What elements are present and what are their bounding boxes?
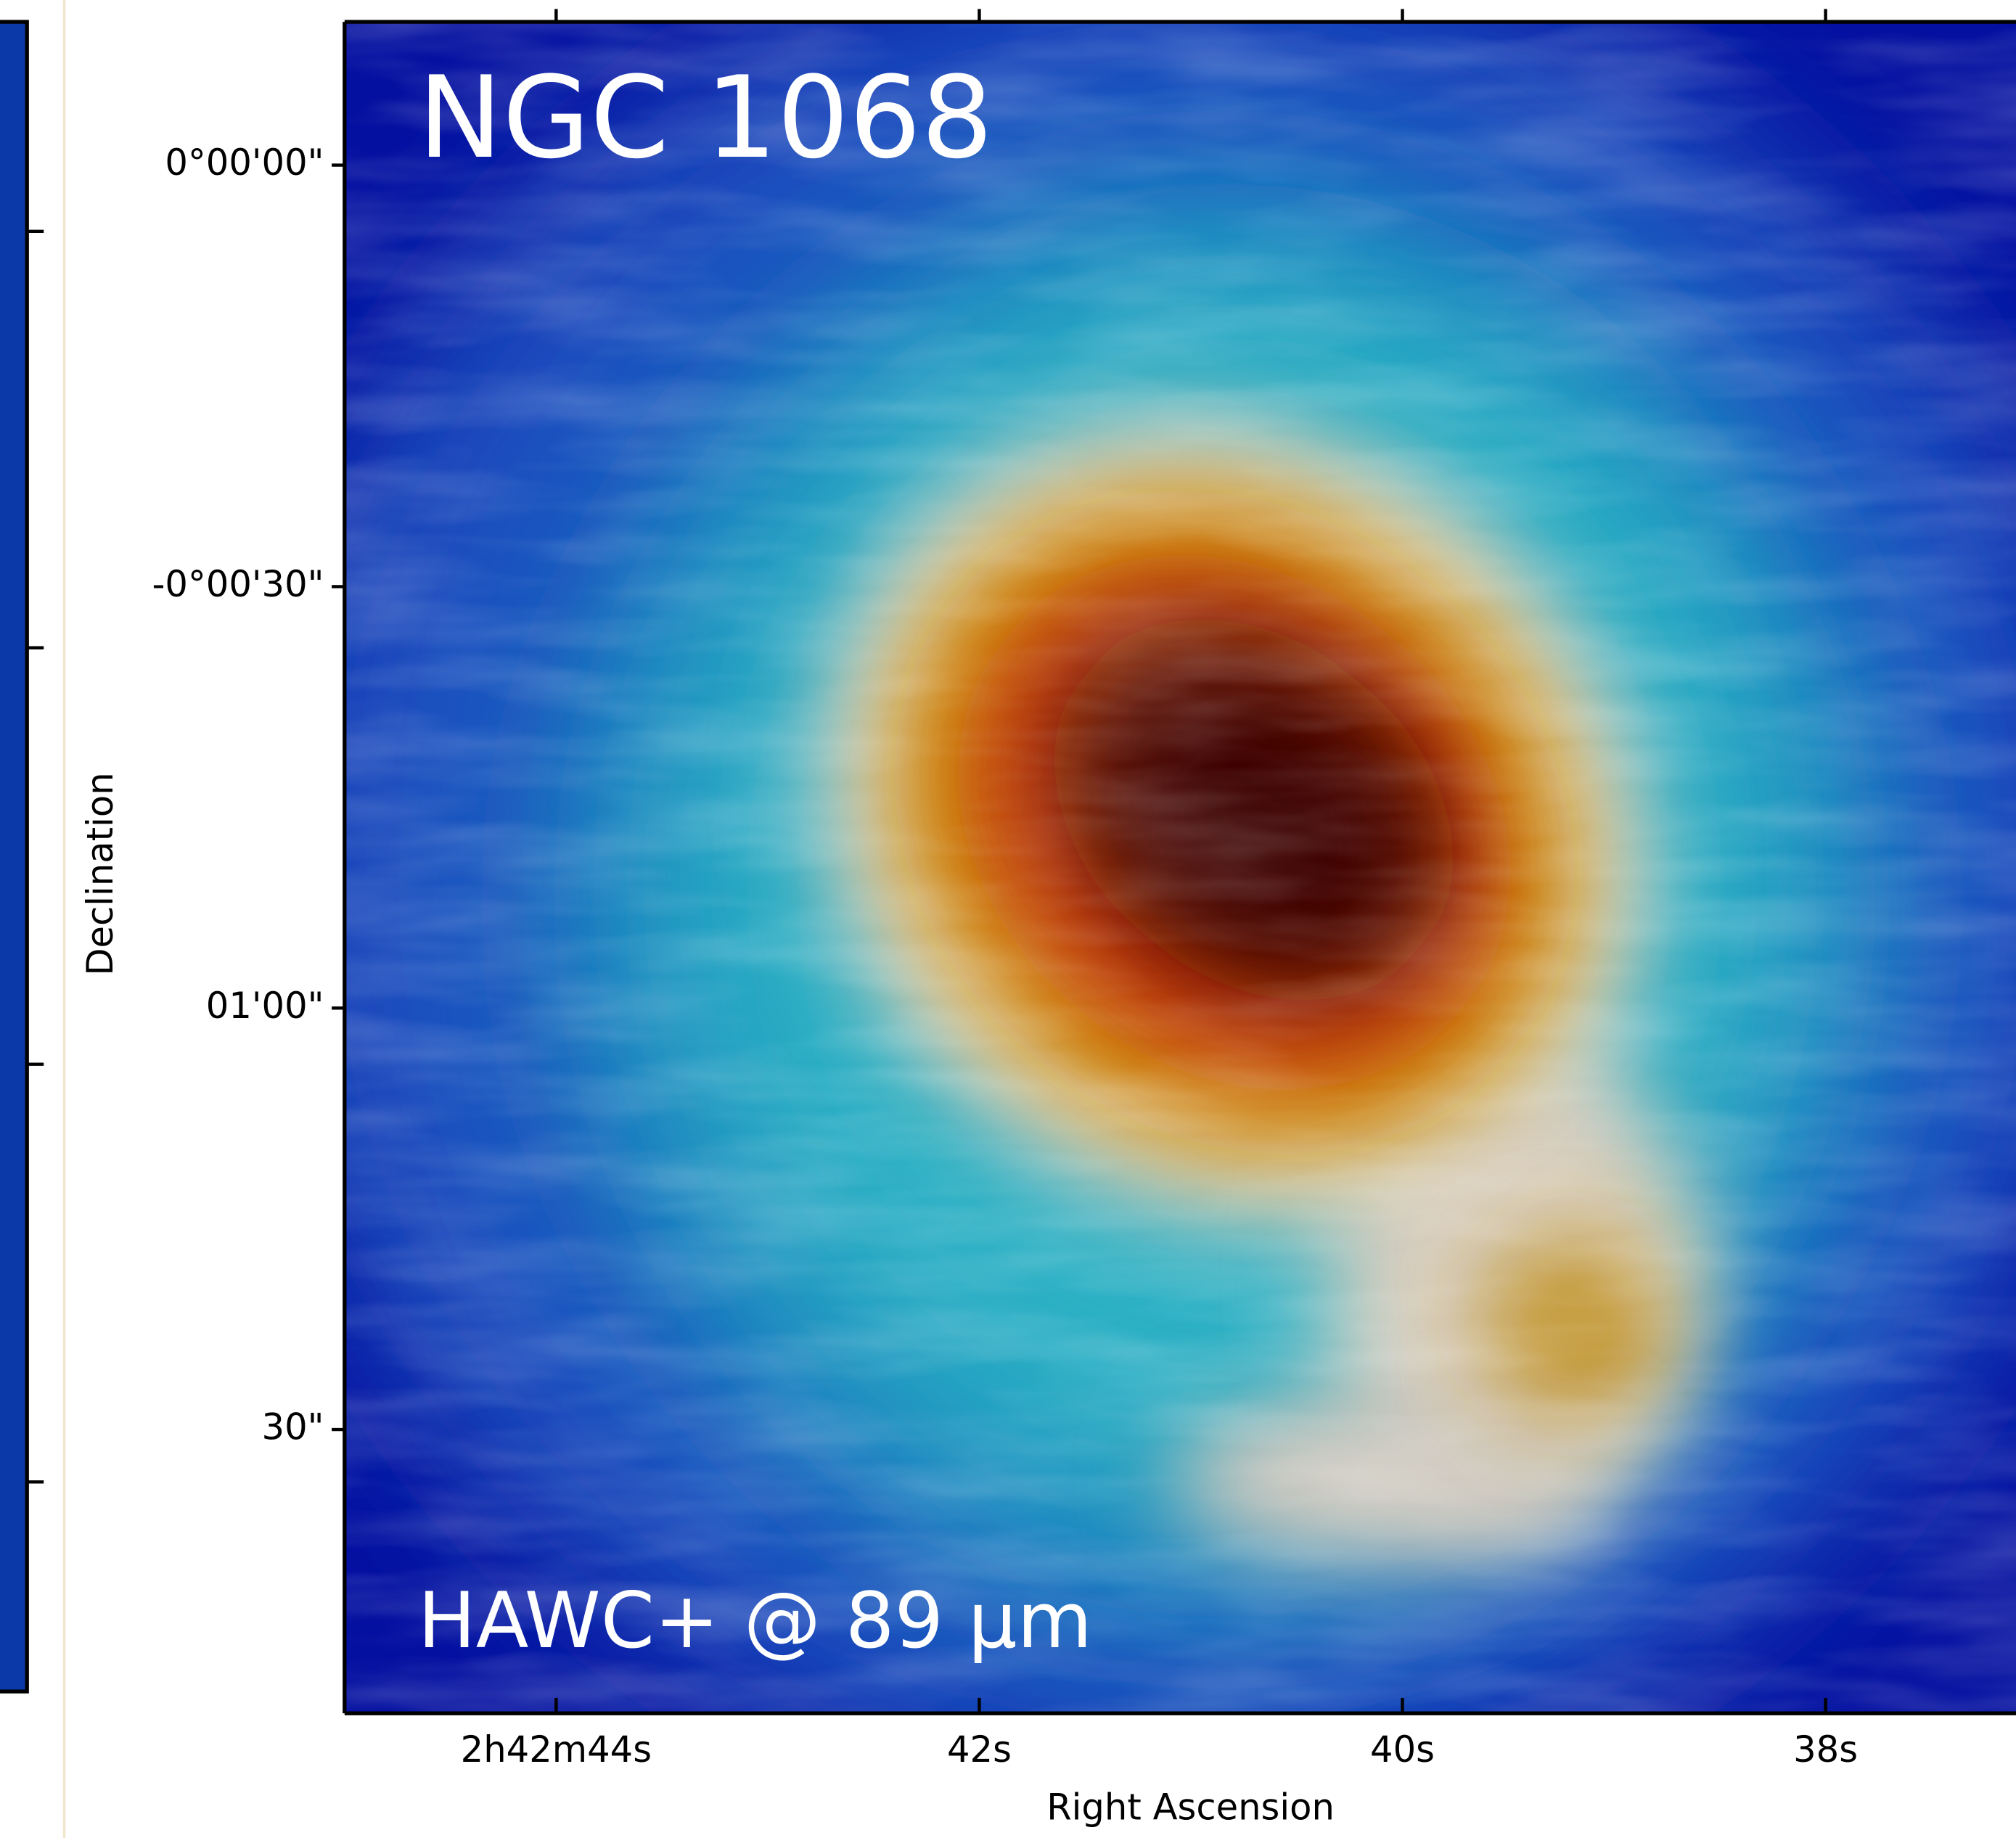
x-axis-label: Right Ascension [1046, 1786, 1335, 1829]
annotation: HAWC+ @ 89 μm [418, 1576, 1092, 1666]
x-tick-label: 40s [1370, 1728, 1435, 1771]
y-axis-label: Declination [79, 772, 121, 975]
left-panel [0, 22, 27, 1691]
sky-image [257, 0, 2016, 1800]
chart-title: NGC 1068 [418, 52, 993, 184]
x-tick-label: 2h42m44s [461, 1728, 652, 1771]
x-tick-label: 38s [1793, 1728, 1858, 1771]
y-tick-label: 01'00" [206, 985, 324, 1027]
x-tick-label: 42s [947, 1728, 1012, 1771]
y-tick-label: -0°00'30" [152, 563, 324, 605]
y-tick-label: 0°00'00" [165, 141, 324, 184]
y-tick-label: 30" [262, 1406, 324, 1448]
left-panel-ticks [27, 231, 44, 1482]
